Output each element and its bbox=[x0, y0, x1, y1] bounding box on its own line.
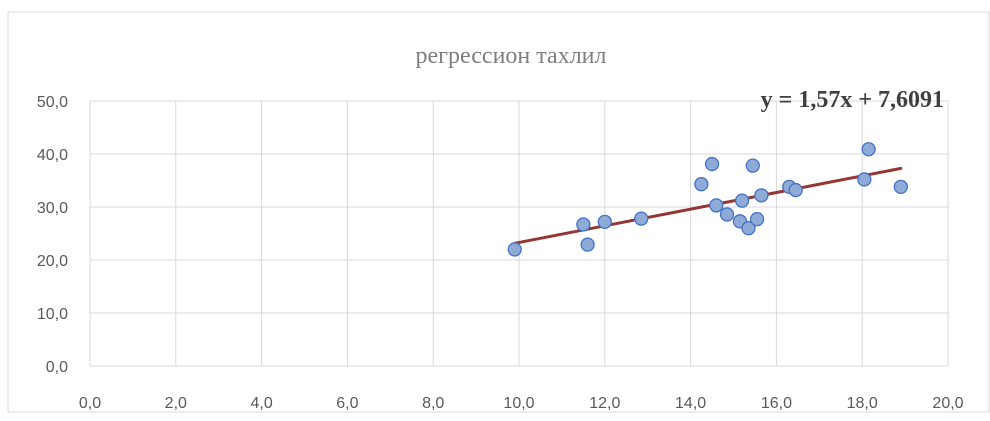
chart-border bbox=[7, 11, 990, 413]
x-tick-label: 20,0 bbox=[932, 395, 963, 412]
data-point bbox=[507, 242, 522, 257]
data-points bbox=[507, 142, 908, 257]
y-tick-label: 40,0 bbox=[37, 147, 68, 164]
y-tick-label: 0,0 bbox=[46, 359, 68, 376]
data-point bbox=[754, 188, 769, 203]
data-point bbox=[709, 198, 724, 213]
tick-labels: 0,0 2,0 4,0 6,0 8,0 10,0 12,0 14,0 16,0 18,0 20,0 0… bbox=[37, 94, 964, 412]
trendline bbox=[513, 166, 903, 245]
data-point bbox=[719, 207, 735, 222]
data-point bbox=[788, 182, 803, 198]
y-tick-label: 20,0 bbox=[37, 253, 68, 270]
x-tick-label: 8,0 bbox=[422, 395, 444, 412]
data-point bbox=[749, 212, 765, 227]
x-tick-label: 18,0 bbox=[847, 395, 878, 412]
data-point bbox=[704, 156, 720, 172]
data-point bbox=[580, 237, 595, 252]
y-tick-label: 30,0 bbox=[37, 200, 68, 217]
gridlines bbox=[89, 100, 949, 367]
data-point bbox=[745, 158, 760, 173]
data-point bbox=[597, 214, 612, 229]
x-tick-label: 6,0 bbox=[336, 395, 358, 412]
y-tick-label: 10,0 bbox=[37, 306, 68, 323]
x-tick-label: 12,0 bbox=[589, 395, 620, 412]
x-tick-label: 10,0 bbox=[503, 395, 534, 412]
trendline-equation: y = 1,57x + 7,6091 bbox=[761, 87, 944, 113]
data-point bbox=[694, 177, 709, 192]
y-tick-label: 50,0 bbox=[37, 94, 68, 111]
data-point bbox=[576, 217, 591, 232]
data-point bbox=[861, 142, 876, 157]
data-point bbox=[741, 221, 756, 236]
data-point bbox=[857, 172, 872, 187]
x-tick-label: 4,0 bbox=[250, 395, 272, 412]
x-tick-label: 16,0 bbox=[761, 395, 792, 412]
chart-title: регрессион тахлил bbox=[416, 43, 607, 69]
data-point bbox=[893, 179, 908, 195]
x-tick-label: 0,0 bbox=[79, 395, 101, 412]
x-tick-label: 14,0 bbox=[675, 395, 706, 412]
data-point bbox=[734, 193, 750, 208]
x-tick-label: 2,0 bbox=[165, 395, 187, 412]
data-point bbox=[634, 211, 649, 226]
